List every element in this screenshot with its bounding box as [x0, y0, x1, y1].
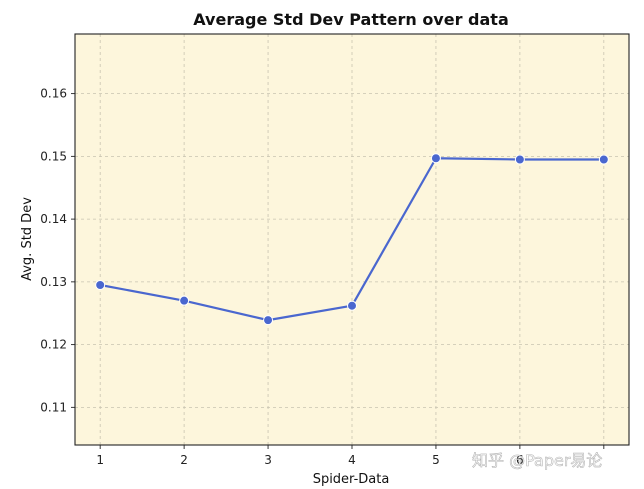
y-tick-label: 0.12: [40, 338, 67, 352]
x-tick-label: 2: [180, 453, 188, 467]
x-tick-label: 6: [516, 453, 524, 467]
x-tick-label: 5: [432, 453, 440, 467]
data-point: [430, 153, 441, 164]
x-tick-label: 1: [96, 453, 104, 467]
data-point: [598, 154, 609, 165]
y-tick-label: 0.14: [40, 212, 67, 226]
y-tick-label: 0.15: [40, 149, 67, 163]
x-tick-label: 3: [264, 453, 272, 467]
data-point: [95, 279, 106, 290]
y-axis-label: Avg. Std Dev: [20, 197, 35, 281]
plot-frame: [74, 33, 630, 446]
watermark-text: 知乎 @Paper易论: [472, 451, 602, 470]
y-tick-label: 0.16: [40, 87, 67, 101]
data-point: [179, 295, 190, 306]
x-tick-label: 4: [348, 453, 356, 467]
grid: [75, 34, 629, 445]
data-point: [347, 300, 357, 311]
y-tick-label: 0.13: [40, 275, 67, 289]
data-point: [263, 315, 274, 326]
y-tick-label: 0.11: [40, 400, 67, 414]
x-axis-label: Spider-Data: [313, 472, 390, 487]
series-layer: [95, 153, 609, 326]
chart-title: Average Std Dev Pattern over data: [193, 10, 509, 29]
axes: 1 2 3 4 5 6 0.11 0.12 0.13 0.14 0.15 0.16: [40, 33, 630, 467]
data-point: [514, 154, 525, 165]
